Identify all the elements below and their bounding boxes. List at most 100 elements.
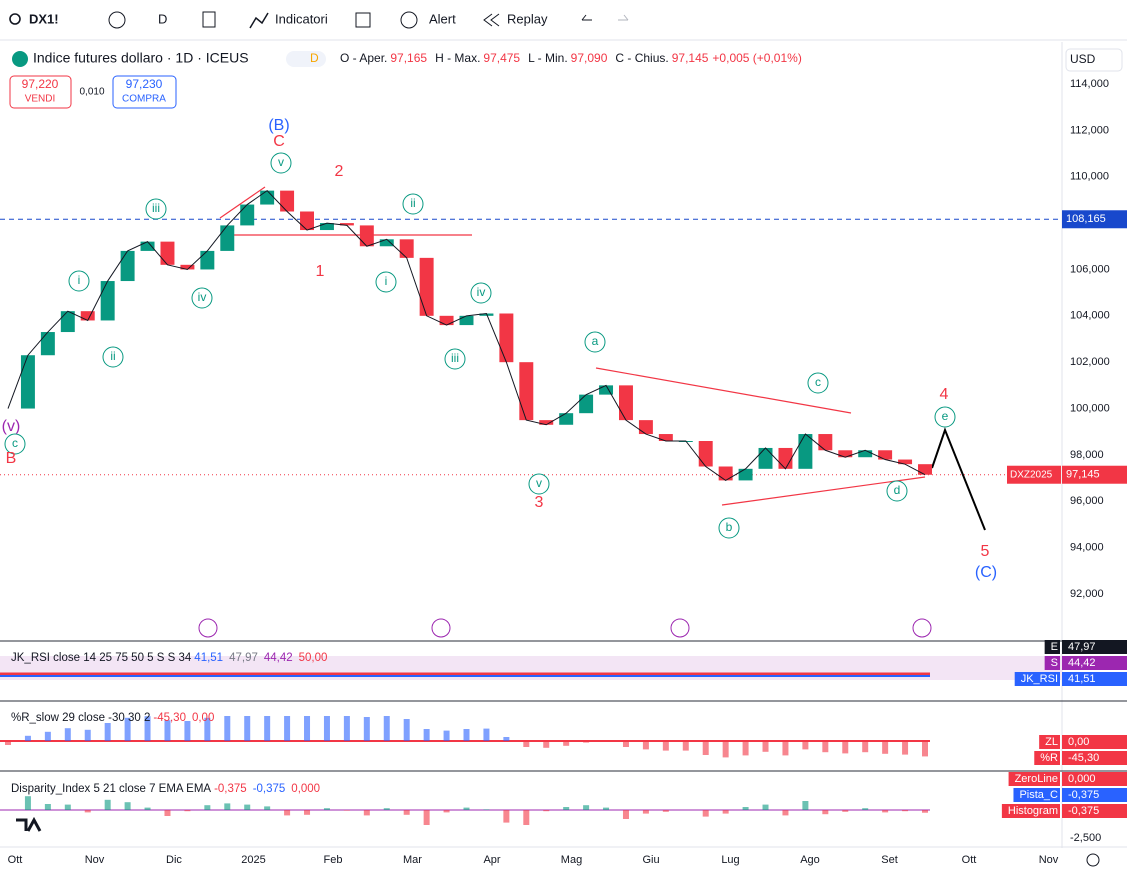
tag-value-bg [1062,772,1127,786]
candle [738,468,753,481]
candle [758,447,773,469]
toolbar [0,0,1127,40]
wr-bar [483,728,490,741]
search-icon[interactable] [9,13,21,25]
disp-bar [423,810,430,825]
candle [319,223,334,231]
wr-bar [543,741,550,748]
logo [16,816,42,832]
tag-key-bg [1008,772,1060,786]
wave-label: iii [152,201,160,215]
wr-bar [802,741,809,750]
candle [798,434,813,469]
disp-bar [383,808,390,810]
event-marker[interactable] [431,618,451,638]
replay-button[interactable]: Replay [507,11,548,26]
candle [718,466,733,481]
alert-icon[interactable] [400,11,418,29]
buy-label[interactable]: COMPRA [122,94,166,105]
indicator-value: 0,000 [291,783,320,795]
sell-price[interactable]: 97,220 [22,77,59,91]
disp-bar [24,796,31,810]
settings-icon[interactable] [1086,853,1100,867]
wave-label: v [278,155,284,169]
change: +0,005 (+0,01%) [712,51,801,65]
candle [399,239,414,258]
wr-bar [822,741,829,753]
wave-label: ii [110,349,115,363]
badge: D [310,51,319,65]
time-label: Ott [8,854,23,866]
trend-line [721,476,926,506]
price-tick-label: 98,000 [1070,449,1104,461]
wr-bar [244,716,251,741]
wr-bar [383,716,390,741]
redo[interactable] [618,14,629,21]
event-marker[interactable] [670,618,690,638]
sell-label[interactable]: VENDI [25,94,56,105]
symbol[interactable]: DX1! [29,11,59,26]
candle [180,264,195,270]
time-label: Dic [166,854,182,866]
currency[interactable]: USD [1070,52,1096,66]
wave-circle [191,287,213,309]
candle [698,441,713,467]
candle [359,225,374,247]
tag-key: ZeroLine [1015,773,1058,785]
wr-bar [702,741,709,755]
candle [379,239,394,247]
wave-label: C [273,133,285,150]
price-tick-label: 100,000 [1070,402,1110,414]
disp-bar [224,803,231,810]
add-symbol[interactable] [108,11,126,29]
candle [40,332,55,356]
replay-icon[interactable] [483,13,500,27]
indicators-button[interactable]: Indicatori [275,11,328,26]
ohlc-value: 97,145 [672,51,709,65]
time-label: Mar [403,854,422,866]
buy-button[interactable] [112,75,177,109]
time-label: Lug [721,854,739,866]
ohlc-key: O - Aper. [340,51,387,65]
event-marker[interactable] [198,618,218,638]
layouts-icon[interactable] [355,12,371,28]
indicators-icon[interactable] [249,12,269,29]
disp-bar [84,810,91,813]
wr-bar [144,716,151,741]
wr-bar [642,741,649,750]
wr-bar [622,741,629,747]
wr-bar [304,716,311,741]
histograms [5,716,928,825]
wave-label: iv [198,290,207,304]
last-name-tag [1007,465,1061,484]
undo[interactable] [581,14,592,21]
disp-bar [523,810,530,825]
alert-button[interactable]: Alert [429,11,456,26]
chart-type-icon[interactable] [202,11,216,28]
candle [918,464,932,475]
disp-bar [882,810,889,813]
wr-title: %R_slow 29 close -30 30 2 [11,712,150,724]
disp-bar [44,804,51,810]
candle [599,385,614,395]
wave-circle [470,282,492,304]
disp-bar [642,810,649,814]
buy-price[interactable]: 97,230 [126,77,163,91]
candle [100,281,115,321]
disp-bar [363,810,370,816]
wave-label: (B) [268,117,289,134]
disp-bar [164,810,171,816]
disp-bar [802,801,809,810]
badge-bg [286,51,326,67]
disp-bar [722,810,729,814]
wr-bar [463,729,470,741]
price-tick-label: 92,000 [1070,588,1104,600]
sell-button[interactable] [9,75,72,109]
event-marker[interactable] [912,618,932,638]
wave-label: c [815,375,821,389]
interval[interactable]: D [158,11,167,26]
wave-circle [444,348,466,370]
currency-box[interactable] [1065,48,1123,72]
last-tag [1062,465,1127,484]
tag-value-bg [1062,751,1127,765]
